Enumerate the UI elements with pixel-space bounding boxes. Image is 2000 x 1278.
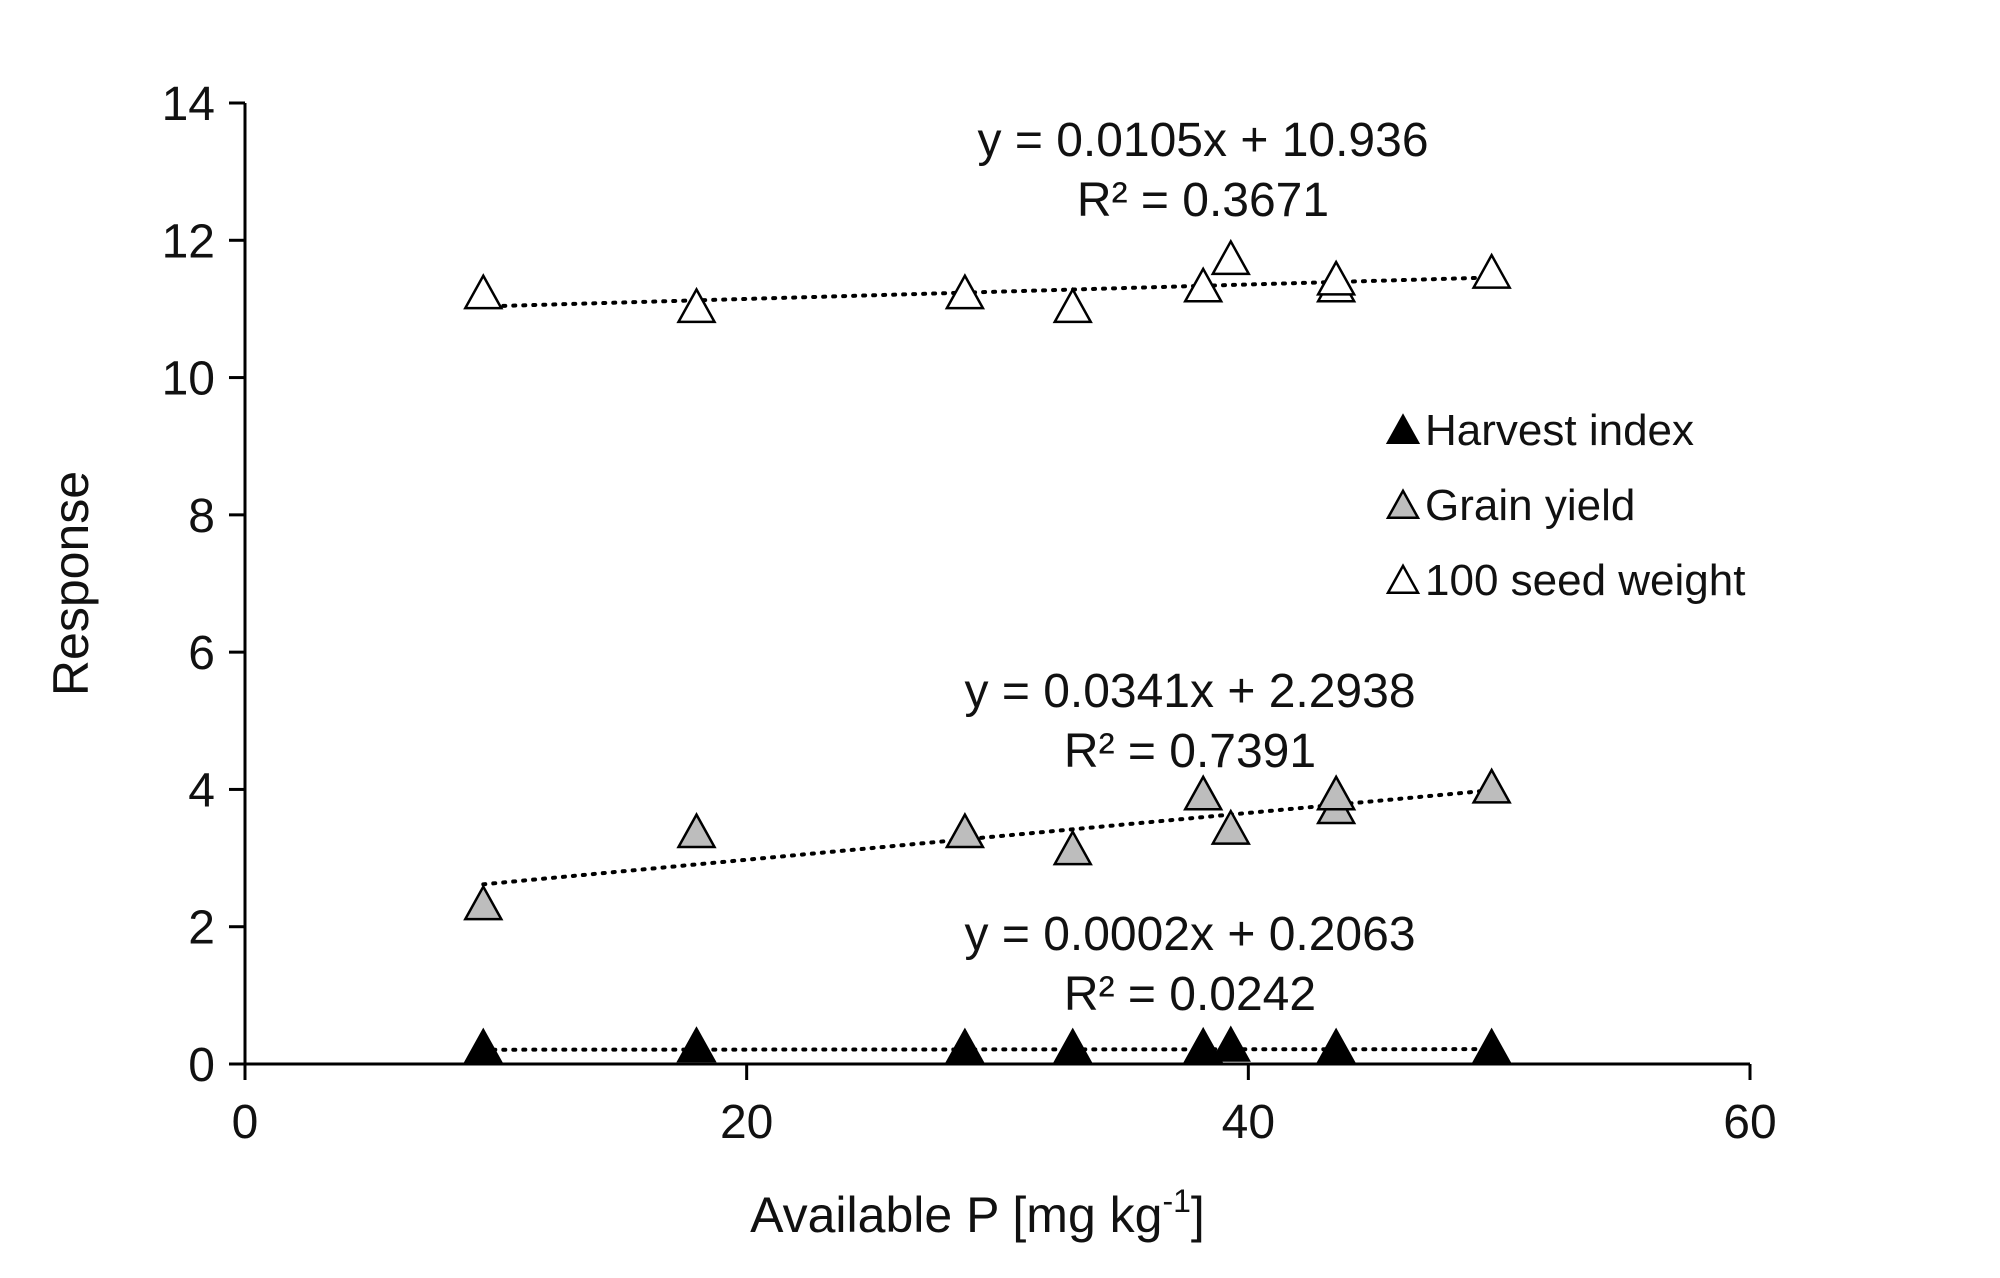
y-tick-label: 4	[188, 764, 215, 817]
x-tick-label: 60	[1723, 1096, 1776, 1149]
trend-r-squared: R² = 0.7391	[1064, 725, 1316, 778]
point-gray-triangle	[1052, 829, 1093, 866]
point-open-triangle	[1316, 259, 1357, 296]
trend-equation: y = 0.0002x + 0.2063	[964, 908, 1415, 961]
y-tick-label: 0	[188, 1039, 215, 1092]
trendline-0	[481, 1047, 1494, 1052]
axes: 0 2 4 6 8 10 12 14 0 20 40 60 Available P [mg kg-1] R…	[43, 78, 1777, 1243]
point-filled-triangle	[463, 1027, 504, 1064]
point-open-triangle	[676, 286, 717, 324]
trend-equation: y = 0.0105x + 10.936	[977, 114, 1428, 167]
y-tick-label: 12	[162, 215, 215, 268]
trend-r-squared: R² = 0.3671	[1077, 174, 1329, 227]
point-open-triangle	[463, 273, 504, 310]
x-tick-label: 40	[1222, 1096, 1275, 1149]
point-open-triangle	[1183, 266, 1224, 303]
y-tick-label: 6	[188, 627, 215, 680]
point-gray-triangle	[1183, 774, 1224, 811]
point-filled-triangle	[1183, 1026, 1224, 1064]
point-open-triangle	[1471, 252, 1512, 289]
point-open-triangle	[944, 273, 986, 310]
point-gray-triangle	[1210, 808, 1251, 845]
x-tick-label: 20	[720, 1096, 773, 1149]
trend-r-squared: R² = 0.0242	[1064, 968, 1316, 1021]
point-filled-triangle	[1052, 1027, 1093, 1064]
legend-marker-gray-triangle	[1385, 488, 1421, 520]
point-filled-triangle	[944, 1027, 986, 1064]
y-tick-label: 14	[162, 78, 215, 131]
x-tick-label: 0	[232, 1096, 259, 1149]
legend-label: 100 seed weight	[1425, 556, 1745, 605]
legend-marker-filled-triangle	[1385, 413, 1421, 445]
point-gray-triangle	[944, 812, 986, 849]
point-filled-triangle	[1210, 1025, 1251, 1062]
point-open-triangle	[1052, 286, 1093, 324]
point-filled-triangle	[1471, 1027, 1512, 1064]
y-tick-label: 10	[162, 353, 215, 406]
point-filled-triangle	[676, 1026, 717, 1063]
legend-label: Harvest index	[1425, 406, 1694, 455]
data-points	[463, 238, 1512, 1064]
y-tick-label: 8	[188, 490, 215, 543]
y-tick-label: 2	[188, 902, 215, 955]
equations: y = 0.0002x + 0.2063 R² = 0.0242 y = 0.034…	[964, 114, 1428, 1021]
point-gray-triangle	[1471, 767, 1512, 804]
point-filled-triangle	[1316, 1027, 1357, 1064]
legend-marker-open-triangle	[1385, 563, 1421, 595]
point-gray-triangle	[676, 812, 717, 849]
legend-label: Grain yield	[1425, 481, 1635, 530]
point-open-triangle	[1210, 238, 1251, 276]
point-gray-triangle	[1316, 774, 1357, 811]
y-axis-title: Response	[43, 471, 99, 696]
point-gray-triangle	[463, 884, 504, 921]
trend-equation: y = 0.0341x + 2.2938	[964, 665, 1415, 718]
x-axis-title: Available P [mg kg-1]	[750, 1183, 1205, 1243]
legend: Harvest index Grain yield 100 seed weight	[1385, 406, 1745, 605]
